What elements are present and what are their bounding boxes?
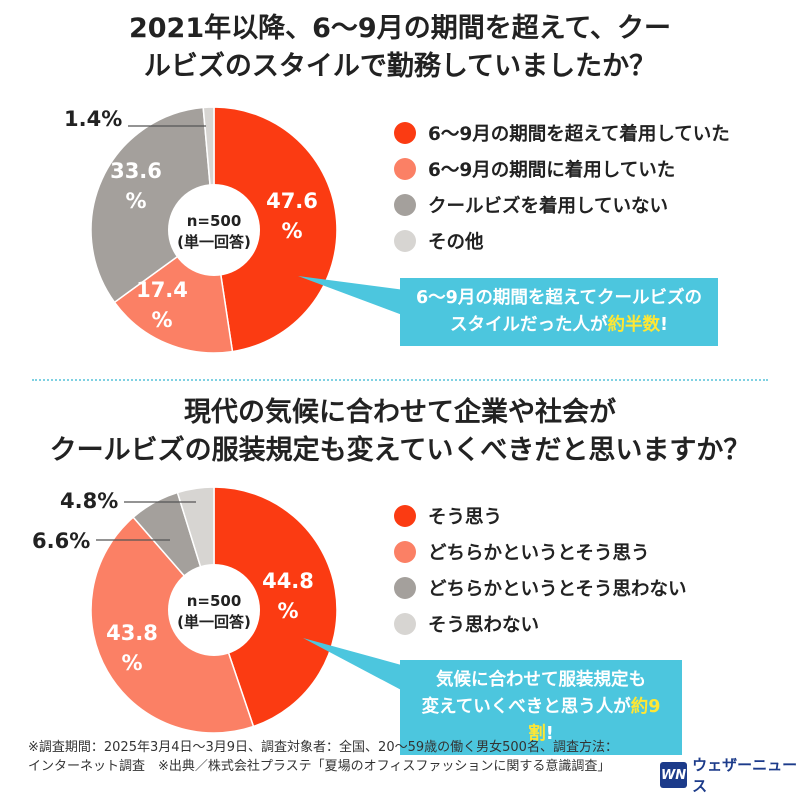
legend-item: その他 (394, 223, 730, 259)
legend-label: どちらかというとそう思う (428, 543, 650, 564)
data-label: 44.8 (262, 569, 314, 593)
logo-text: ウェザーニュース (692, 756, 798, 795)
legend-swatch (394, 613, 416, 635)
chart1-title: 2021年以降、6〜9月の期間を超えて、クールビズのスタイルで勤務していましたか… (128, 13, 672, 82)
pie-slice (213, 106, 338, 353)
chart2-legend: そう思う どちらかというとそう思う どちらかというとそう思わない そう思わない (394, 498, 686, 642)
data-label: % (151, 308, 172, 332)
callout-highlight: 約9割 (528, 697, 661, 744)
callout-highlight: 約半数 (607, 315, 661, 335)
callout-pointer (303, 638, 405, 692)
callout-suffix: ! (660, 315, 668, 335)
pie-center (168, 184, 260, 276)
legend-swatch (394, 122, 416, 144)
legend-swatch (394, 541, 416, 563)
section-divider (32, 379, 768, 381)
callout-text: 気候に合わせて服装規定も 変えていくべきと思う人が (421, 670, 646, 717)
chart2-title: 現代の気候に合わせて企業や社会が クールビズの服装規定も変えていくべきだと思いま… (49, 397, 751, 466)
sample-size-label: n=500 (187, 592, 242, 610)
legend-label: そう思う (428, 507, 503, 528)
sample-size-label: (単一回答) (177, 613, 251, 631)
legend-label: クールビズを着用していない (428, 196, 668, 217)
chart1-legend: 6〜9月の期間を超えて着用していた 6〜9月の期間に着用していた クールビズを着… (394, 115, 730, 259)
legend-item: どちらかというとそう思う (394, 534, 686, 570)
data-label: 4.8% (60, 489, 118, 513)
legend-swatch (394, 577, 416, 599)
callout-suffix: ! (545, 724, 554, 744)
chart1-callout: 6〜9月の期間を超えてクールビズの スタイルだった人が約半数! (400, 278, 718, 346)
pie-slice (90, 106, 215, 304)
legend-item: クールビズを着用していない (394, 187, 730, 223)
logo-mark: WN (660, 762, 688, 788)
legend-label: そう思わない (428, 615, 540, 636)
sample-size-label: (単一回答) (177, 233, 251, 251)
data-label: 33.6 (110, 159, 162, 183)
data-label: 47.6 (266, 189, 318, 213)
callout-pointer (298, 276, 405, 316)
legend-item: そう思わない (394, 606, 686, 642)
legend-swatch (394, 505, 416, 527)
legend-item: 6〜9月の期間を超えて着用していた (394, 115, 730, 151)
data-label: % (125, 189, 146, 213)
data-label: % (121, 651, 142, 675)
chart2-callout: 気候に合わせて服装規定も 変えていくべきと思う人が約9割! (400, 660, 682, 755)
data-label: 17.4 (136, 278, 188, 302)
callout-text: 6〜9月の期間を超えてクールビズの スタイルだった人が (416, 288, 702, 335)
legend-swatch (394, 158, 416, 180)
data-label: % (281, 219, 302, 243)
legend-item: 6〜9月の期間に着用していた (394, 151, 730, 187)
legend-label: その他 (428, 232, 484, 253)
pie-center (168, 564, 260, 656)
chart2-pie: n=500 (単一回答) 44.8% 43.8% 6.6% 4.8% (32, 486, 405, 734)
data-label: 43.8 (106, 621, 158, 645)
legend-label: 6〜9月の期間を超えて着用していた (428, 124, 730, 145)
chart1-pie: n=500 (単一回答) 47.6% 17.4% 33.6% 1.4% (64, 106, 405, 354)
weathernews-logo: WN ウェザーニュース (660, 754, 800, 796)
legend-swatch (394, 194, 416, 216)
sample-size-label: n=500 (187, 212, 242, 230)
legend-item: どちらかというとそう思わない (394, 570, 686, 606)
legend-label: どちらかというとそう思わない (428, 579, 687, 600)
footnote: ※調査期間：2025年3月4日〜3月9日、調査対象者：全国、20〜59歳の働く男… (28, 740, 618, 774)
data-label: 6.6% (32, 529, 90, 553)
data-label: % (277, 599, 298, 623)
data-label: 1.4% (64, 107, 122, 131)
legend-label: 6〜9月の期間に着用していた (428, 160, 676, 181)
pie-slice (213, 486, 338, 728)
legend-item: そう思う (394, 498, 686, 534)
legend-swatch (394, 230, 416, 252)
